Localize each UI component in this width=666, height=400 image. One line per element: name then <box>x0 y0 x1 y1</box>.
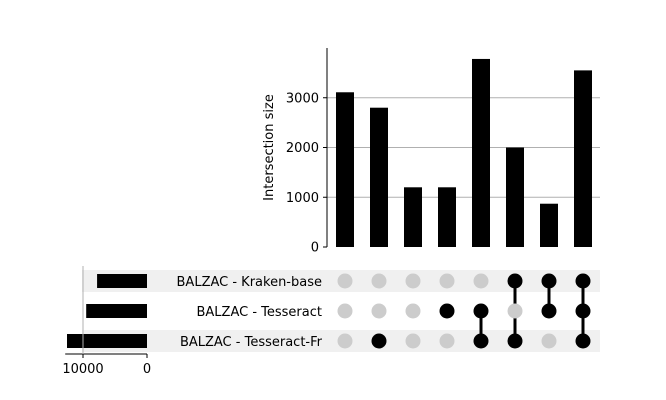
matrix-dot-active <box>575 333 591 349</box>
matrix-dot-inactive <box>405 303 421 319</box>
y-tick-label: 0 <box>311 241 319 256</box>
set-size-tick-label: 10000 <box>62 362 103 377</box>
matrix-dot-inactive <box>541 333 557 349</box>
intersection-bar <box>404 187 422 247</box>
matrix-dot-active <box>473 333 489 349</box>
set-labels: BALZAC - Kraken-base BALZAC - Tesseract BA… <box>177 275 323 350</box>
intersection-matrix <box>337 273 591 349</box>
matrix-dot-active <box>507 333 523 349</box>
matrix-dot-inactive <box>371 303 387 319</box>
set-size-bars <box>67 274 147 348</box>
matrix-dot-inactive <box>405 273 421 289</box>
matrix-dot-inactive <box>371 273 387 289</box>
set-size-tick-label: 0 <box>143 362 151 377</box>
intersection-bars <box>336 58 592 247</box>
set-size-axis: 10000 0 <box>62 266 151 377</box>
matrix-dot-inactive <box>405 333 421 349</box>
intersection-bar <box>540 203 558 247</box>
intersection-bar <box>574 70 592 247</box>
matrix-dot-inactive <box>337 273 353 289</box>
matrix-dot-inactive <box>473 273 489 289</box>
matrix-dot-active <box>575 303 591 319</box>
matrix-dot-active <box>575 273 591 289</box>
matrix-dot-active <box>541 303 557 319</box>
matrix-dot-inactive <box>439 333 455 349</box>
matrix-dot-inactive <box>439 273 455 289</box>
set-size-bar <box>67 334 147 348</box>
matrix-dot-inactive <box>337 333 353 349</box>
y-tick-label: 3000 <box>286 91 319 106</box>
matrix-dot-inactive <box>507 303 523 319</box>
intersection-bar <box>472 58 490 247</box>
set-label: BALZAC - Kraken-base <box>177 275 322 290</box>
matrix-dot-active <box>507 273 523 289</box>
matrix-dot-active <box>541 273 557 289</box>
matrix-dot-active <box>371 333 387 349</box>
set-size-bar <box>97 274 147 288</box>
matrix-dot-active <box>473 303 489 319</box>
y-axis-title: Intersection size <box>262 94 277 201</box>
set-label: BALZAC - Tesseract <box>197 305 323 320</box>
intersection-bar <box>438 187 456 247</box>
matrix-dot-inactive <box>337 303 353 319</box>
set-size-bar <box>86 304 147 318</box>
y-tick-label: 1000 <box>286 191 319 206</box>
intersection-bar <box>370 107 388 247</box>
intersection-bar <box>506 147 524 247</box>
intersection-bar <box>336 92 354 247</box>
y-tick-label: 2000 <box>286 141 319 156</box>
set-label: BALZAC - Tesseract-Fr <box>180 335 323 350</box>
matrix-dot-active <box>439 303 455 319</box>
gridlines <box>327 97 600 198</box>
intersection-y-axis: 0 1000 2000 3000 <box>286 48 328 256</box>
